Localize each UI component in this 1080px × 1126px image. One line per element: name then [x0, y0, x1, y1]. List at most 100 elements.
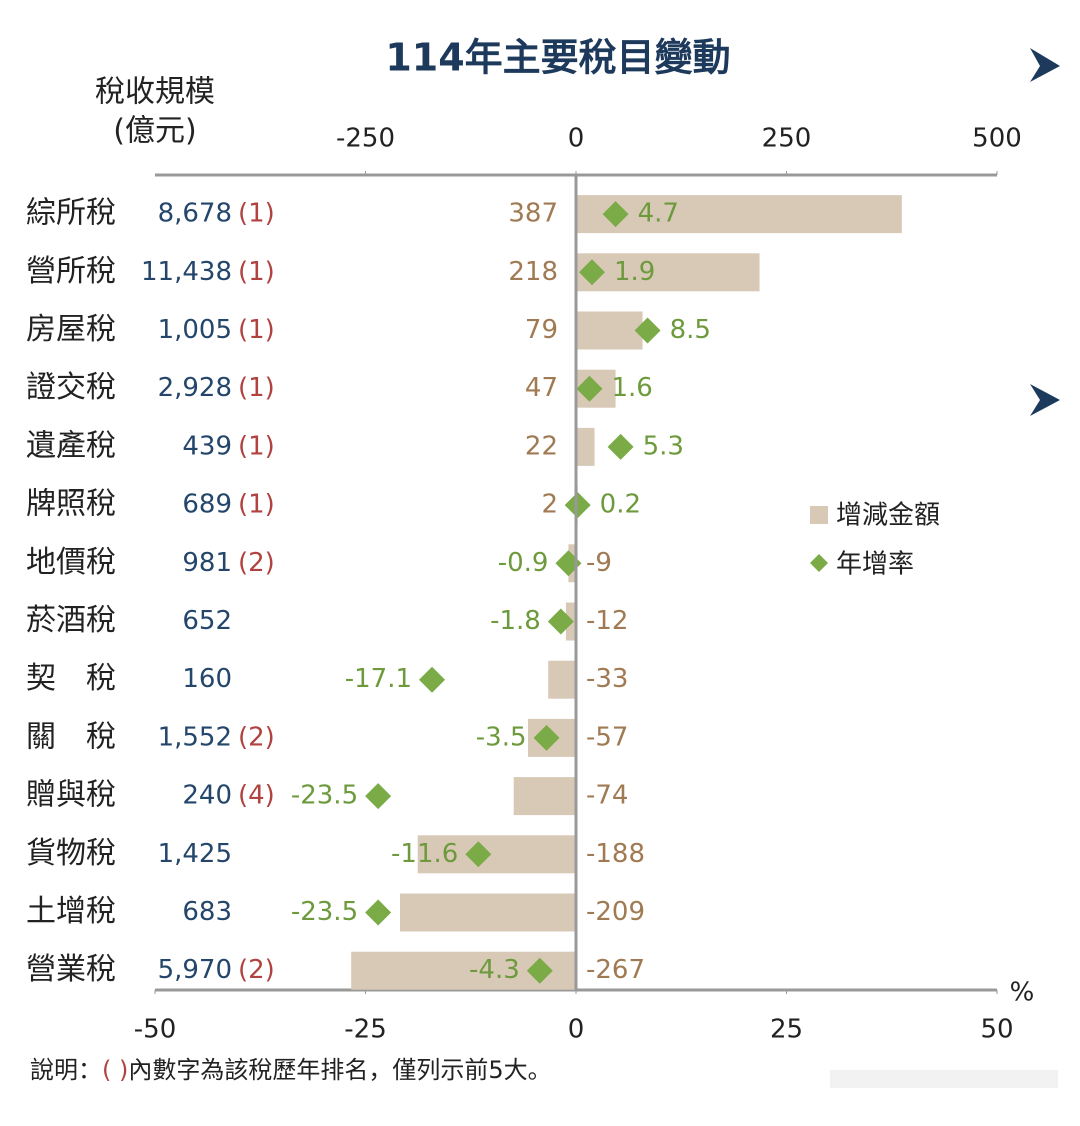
amount-label: -74: [586, 781, 628, 811]
rank-label: (2): [238, 955, 275, 985]
legend-swatch: [810, 506, 828, 524]
rate-label: -23.5: [291, 897, 358, 927]
rate-marker: [576, 375, 603, 402]
rank-label: (1): [238, 199, 275, 229]
rate-label: -3.5: [476, 722, 527, 752]
rate-marker: [602, 201, 629, 228]
category-label: 牌照稅: [26, 487, 116, 522]
amount-label: 47: [525, 373, 558, 403]
legend-swatch: [810, 554, 828, 572]
amount-label: -267: [586, 955, 645, 985]
chart-title: 114年主要稅目變動: [385, 36, 730, 80]
watermark: [830, 1070, 1058, 1088]
rate-label: -11.6: [391, 839, 458, 869]
bar: [417, 835, 576, 874]
tax-scale: 8,678: [158, 199, 232, 229]
amount-label: 22: [525, 431, 558, 461]
tax-scale: 683: [182, 897, 232, 927]
x-tick-label: 25: [770, 1015, 803, 1045]
rate-marker: [365, 899, 392, 926]
footnote-part: 內數字為該稅歷年排名，僅列示前5大。: [128, 1056, 551, 1084]
bar: [513, 777, 576, 816]
x-tick-label: 0: [568, 1015, 585, 1045]
category-label: 營所稅: [26, 254, 116, 289]
category-label: 綜所稅: [26, 196, 116, 231]
bar: [576, 311, 643, 350]
rank-label: (1): [238, 373, 275, 403]
amount-label: -57: [586, 722, 628, 752]
rate-label: -23.5: [291, 781, 358, 811]
category-label: 貨物稅: [26, 836, 116, 871]
category-label: 關 稅: [26, 719, 116, 754]
category-label: 契 稅: [26, 661, 116, 696]
rate-marker: [547, 608, 574, 635]
amount-label: -12: [586, 606, 628, 636]
amount-label: -188: [586, 839, 645, 869]
footnote-part: 說明：: [30, 1056, 102, 1084]
rate-marker: [555, 550, 582, 577]
category-label: 房屋稅: [26, 312, 116, 347]
rank-label: (1): [238, 431, 275, 461]
rate-label: 1.9: [614, 257, 655, 287]
bar: [576, 195, 902, 234]
tax-scale: 240: [182, 781, 232, 811]
rate-marker: [564, 492, 591, 519]
rate-label: 4.7: [638, 199, 679, 229]
rank-label: (4): [238, 781, 275, 811]
x2-tick-label: 500: [972, 124, 1022, 154]
tax-scale: 1,005: [158, 315, 232, 345]
footnote-part: ( ): [102, 1056, 128, 1084]
rate-label: -1.8: [490, 606, 541, 636]
rate-marker: [634, 317, 661, 344]
rate-marker: [533, 724, 560, 751]
rank-label: (1): [238, 490, 275, 520]
category-label: 營業稅: [26, 952, 116, 987]
rate-marker: [607, 433, 634, 460]
arrow-icon: [1030, 384, 1060, 416]
x2-tick-label: 250: [762, 124, 812, 154]
tax-scale: 11,438: [141, 257, 232, 287]
category-label: 菸酒稅: [26, 603, 116, 638]
bar: [548, 660, 576, 699]
amount-label: 218: [508, 257, 558, 287]
bar: [576, 427, 595, 466]
arrow-icon: [1030, 48, 1060, 82]
x-tick-label: -25: [344, 1015, 386, 1045]
category-label: 贈與稅: [26, 778, 116, 813]
rate-marker: [419, 666, 446, 693]
y-axis-label: 稅收規模: [95, 75, 215, 110]
tax-scale: 2,928: [158, 373, 232, 403]
bar: [576, 253, 760, 292]
rate-label: 5.3: [643, 431, 684, 461]
x-tick-label: -50: [134, 1015, 176, 1045]
x-tick-label: 50: [980, 1015, 1013, 1045]
rank-label: (1): [238, 315, 275, 345]
category-label: 地價稅: [26, 545, 116, 580]
rank-label: (2): [238, 548, 275, 578]
x2-tick-label: -250: [336, 124, 395, 154]
tax-scale: 689: [182, 490, 232, 520]
amount-label: 2: [541, 490, 558, 520]
category-label: 證交稅: [26, 370, 116, 405]
rate-marker: [578, 259, 605, 286]
x2-tick-label: 0: [568, 124, 585, 154]
amount-label: 79: [525, 315, 558, 345]
amount-label: 387: [508, 199, 558, 229]
footnote: 說明：( )內數字為該稅歷年排名，僅列示前5大。: [30, 1056, 552, 1084]
rate-label: 1.6: [611, 373, 652, 403]
rank-label: (1): [238, 257, 275, 287]
bar: [400, 893, 576, 932]
rate-marker: [526, 957, 553, 984]
x-axis-label: %: [1010, 978, 1035, 1008]
amount-label: -209: [586, 897, 645, 927]
amount-label: -33: [586, 664, 628, 694]
rank-label: (2): [238, 722, 275, 752]
tax-scale: 5,970: [158, 955, 232, 985]
rate-marker: [465, 841, 492, 868]
amount-label: -9: [586, 548, 612, 578]
y-axis-label: (億元): [113, 114, 196, 149]
rate-label: -0.9: [498, 548, 549, 578]
rate-label: 8.5: [670, 315, 711, 345]
tax-scale: 1,552: [158, 722, 232, 752]
